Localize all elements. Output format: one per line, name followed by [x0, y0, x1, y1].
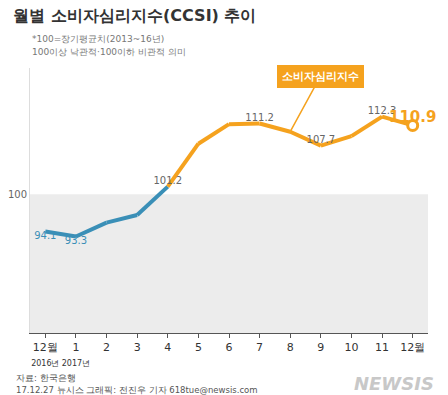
svg-text:3: 3: [134, 341, 141, 354]
svg-text:17.12.27 뉴시스 그래픽: 전진우 기자 618tu: 17.12.27 뉴시스 그래픽: 전진우 기자 618tue@newsis.c…: [16, 385, 258, 395]
svg-text:7: 7: [256, 341, 263, 354]
svg-text:12월: 12월: [400, 341, 425, 354]
svg-text:107.7: 107.7: [307, 134, 336, 145]
svg-text:111.2: 111.2: [245, 112, 274, 123]
svg-text:100: 100: [8, 189, 27, 200]
svg-text:101.2: 101.2: [153, 175, 182, 186]
svg-text:110.9: 110.9: [389, 108, 436, 126]
svg-text:6: 6: [226, 341, 233, 354]
svg-text:10: 10: [344, 341, 358, 354]
svg-text:12017년: 12017년: [62, 341, 90, 367]
svg-text:NEWSIS: NEWSIS: [354, 373, 434, 394]
svg-text:12월2016년: 12월2016년: [31, 341, 59, 367]
svg-text:*100=장기평균치(2013~16년): *100=장기평균치(2013~16년): [32, 34, 164, 44]
svg-text:자료: 한국은행: 자료: 한국은행: [16, 373, 76, 383]
svg-text:100이상 낙관적·100이하 비관적 의미: 100이상 낙관적·100이하 비관적 의미: [32, 47, 186, 57]
svg-text:5: 5: [195, 341, 202, 354]
svg-text:2: 2: [103, 341, 110, 354]
svg-text:소비자심리지수: 소비자심리지수: [282, 70, 359, 83]
svg-text:월별 소비자심리지수(CCSI) 추이: 월별 소비자심리지수(CCSI) 추이: [13, 6, 256, 25]
svg-text:93.3: 93.3: [65, 235, 87, 246]
svg-text:8: 8: [287, 341, 294, 354]
svg-text:4: 4: [164, 341, 171, 354]
svg-text:112.3: 112.3: [368, 105, 397, 116]
svg-text:9: 9: [317, 341, 324, 354]
svg-text:11: 11: [375, 341, 389, 354]
svg-text:94.1: 94.1: [34, 230, 56, 241]
